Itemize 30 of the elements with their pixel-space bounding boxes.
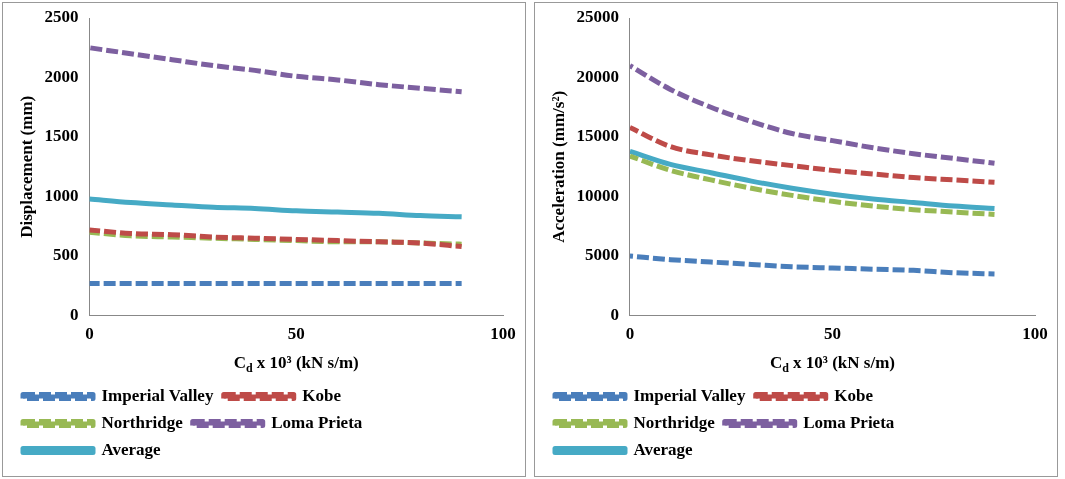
legend-label: Northridge bbox=[101, 412, 184, 432]
y-tick-label: 15000 bbox=[576, 126, 619, 146]
legend-label: Imperial Valley bbox=[633, 385, 746, 405]
y-tick-label: 10000 bbox=[576, 185, 619, 205]
y-tick-label: 20000 bbox=[576, 66, 619, 86]
y-tick-label: 2500 bbox=[44, 7, 79, 27]
x-tick-label: 50 bbox=[287, 324, 305, 344]
legend-label: Kobe bbox=[834, 385, 874, 405]
legend-label: Kobe bbox=[302, 385, 342, 405]
legend-label: Loma Prieta bbox=[803, 412, 895, 432]
y-tick-label: 1000 bbox=[44, 185, 79, 205]
x-tick-label: 50 bbox=[823, 324, 841, 344]
y-axis-title: Displacement (mm) bbox=[16, 95, 36, 238]
y-tick-label: 5000 bbox=[584, 245, 619, 265]
y-tick-label: 25000 bbox=[576, 7, 619, 27]
y-tick-label: 0 bbox=[69, 304, 79, 324]
legend-label: Average bbox=[101, 439, 162, 459]
legend-label: Imperial Valley bbox=[101, 385, 214, 405]
y-tick-label: 500 bbox=[52, 245, 79, 265]
y-tick-label: 2000 bbox=[44, 66, 79, 86]
x-tick-label: 0 bbox=[85, 324, 94, 344]
x-tick-label: 100 bbox=[1022, 324, 1048, 344]
y-tick-label: 1500 bbox=[44, 126, 79, 146]
y-axis-title: Acceleration (mm/s²) bbox=[548, 90, 568, 243]
y-tick-label: 0 bbox=[610, 304, 619, 324]
legend-label: Loma Prieta bbox=[271, 412, 363, 432]
x-tick-label: 0 bbox=[625, 324, 635, 344]
x-tick-label: 100 bbox=[490, 324, 516, 344]
legend-label: Northridge bbox=[633, 412, 716, 432]
legend-label: Average bbox=[633, 439, 694, 459]
